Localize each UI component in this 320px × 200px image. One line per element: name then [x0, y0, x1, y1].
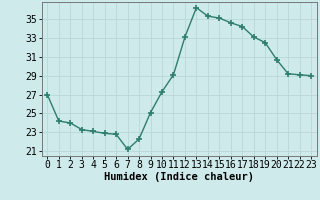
X-axis label: Humidex (Indice chaleur): Humidex (Indice chaleur)	[104, 172, 254, 182]
